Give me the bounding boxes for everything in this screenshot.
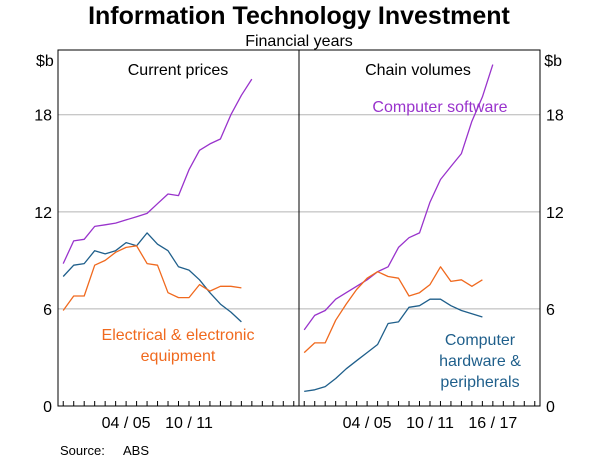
series-line-chain-2 — [304, 298, 483, 393]
series-annotation-2: peripherals — [440, 374, 519, 391]
plot-area: 0 0 6 6 12 12 18 18 04 / 05 10 / 11 04 / 05 10 / 11… — [34, 49, 564, 432]
series-annotation-2: Computer — [445, 332, 516, 349]
source-value: ABS — [123, 443, 149, 458]
y-tick-label-right: 6 — [546, 302, 555, 319]
series-annotation-1: Computer software — [372, 99, 507, 116]
y-tick-label-left: 0 — [43, 399, 52, 416]
series-annotation-2: hardware & — [439, 353, 521, 370]
y-tick-label-right: 0 — [546, 399, 555, 416]
chart-subtitle: Financial years — [245, 33, 353, 50]
series-annotation-0: Electrical & electronic — [102, 327, 255, 344]
series-line-chain-0 — [303, 64, 494, 331]
series-line-current-1 — [62, 232, 242, 323]
panel-title-current-prices: Current prices — [128, 62, 228, 79]
x-tick-label: 04 / 05 — [343, 415, 392, 432]
series-line-chain-1 — [303, 266, 483, 354]
source-label: Source: — [60, 443, 105, 458]
y-unit-right: $b — [544, 53, 562, 70]
series-annotation-0: equipment — [141, 348, 216, 365]
y-tick-label-left: 12 — [34, 205, 52, 222]
x-tick-label: 10 / 11 — [406, 415, 454, 432]
x-tick-label: 10 / 11 — [165, 415, 213, 432]
chart-title: Information Technology Investment — [88, 2, 510, 30]
x-tick-label: 04 / 05 — [102, 415, 151, 432]
y-tick-label-right: 18 — [546, 108, 564, 125]
series-line-current-0 — [62, 78, 253, 264]
series-line-current-2 — [62, 245, 242, 311]
y-tick-label-left: 6 — [43, 302, 52, 319]
x-tick-label: 16 / 17 — [468, 415, 517, 432]
y-tick-label-left: 18 — [34, 108, 52, 125]
y-unit-left: $b — [36, 53, 54, 70]
y-tick-label-right: 12 — [546, 205, 564, 222]
panel-title-chain-volumes: Chain volumes — [365, 62, 471, 79]
